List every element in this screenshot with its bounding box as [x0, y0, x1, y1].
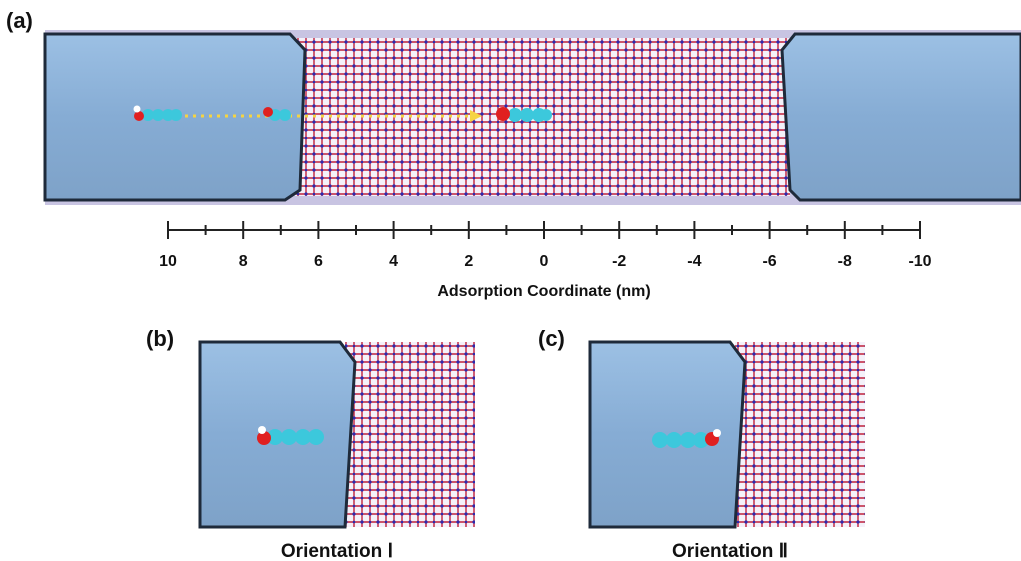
caption: Orientation Ⅱ [672, 541, 788, 561]
axis-label: Adsorption Coordinate (nm) [437, 283, 650, 300]
panel-label: (b) [146, 326, 174, 351]
tick-label: -4 [687, 253, 701, 270]
panel-label: (c) [538, 326, 565, 351]
tick-label: 2 [464, 253, 473, 270]
tick-label: 10 [159, 253, 177, 270]
tick-label: -2 [612, 253, 626, 270]
tick-label: 0 [540, 253, 549, 270]
tick-label: 8 [239, 253, 248, 270]
panel-label: (a) [6, 8, 33, 33]
tick-label: 4 [389, 253, 398, 270]
tick-label: -6 [762, 253, 776, 270]
figure: (a) 10 8 6 4 2 0 -2 -4 -6 -8 -10 Adsorption Coordi… [0, 0, 1021, 561]
panel-c-image [590, 342, 865, 527]
caption: Orientation Ⅰ [281, 541, 393, 561]
panel-a-image [45, 30, 1021, 205]
tick-label: 6 [314, 253, 323, 270]
tick-label: -10 [908, 253, 931, 270]
tick-label: -8 [838, 253, 852, 270]
panel-b-image [200, 342, 475, 527]
